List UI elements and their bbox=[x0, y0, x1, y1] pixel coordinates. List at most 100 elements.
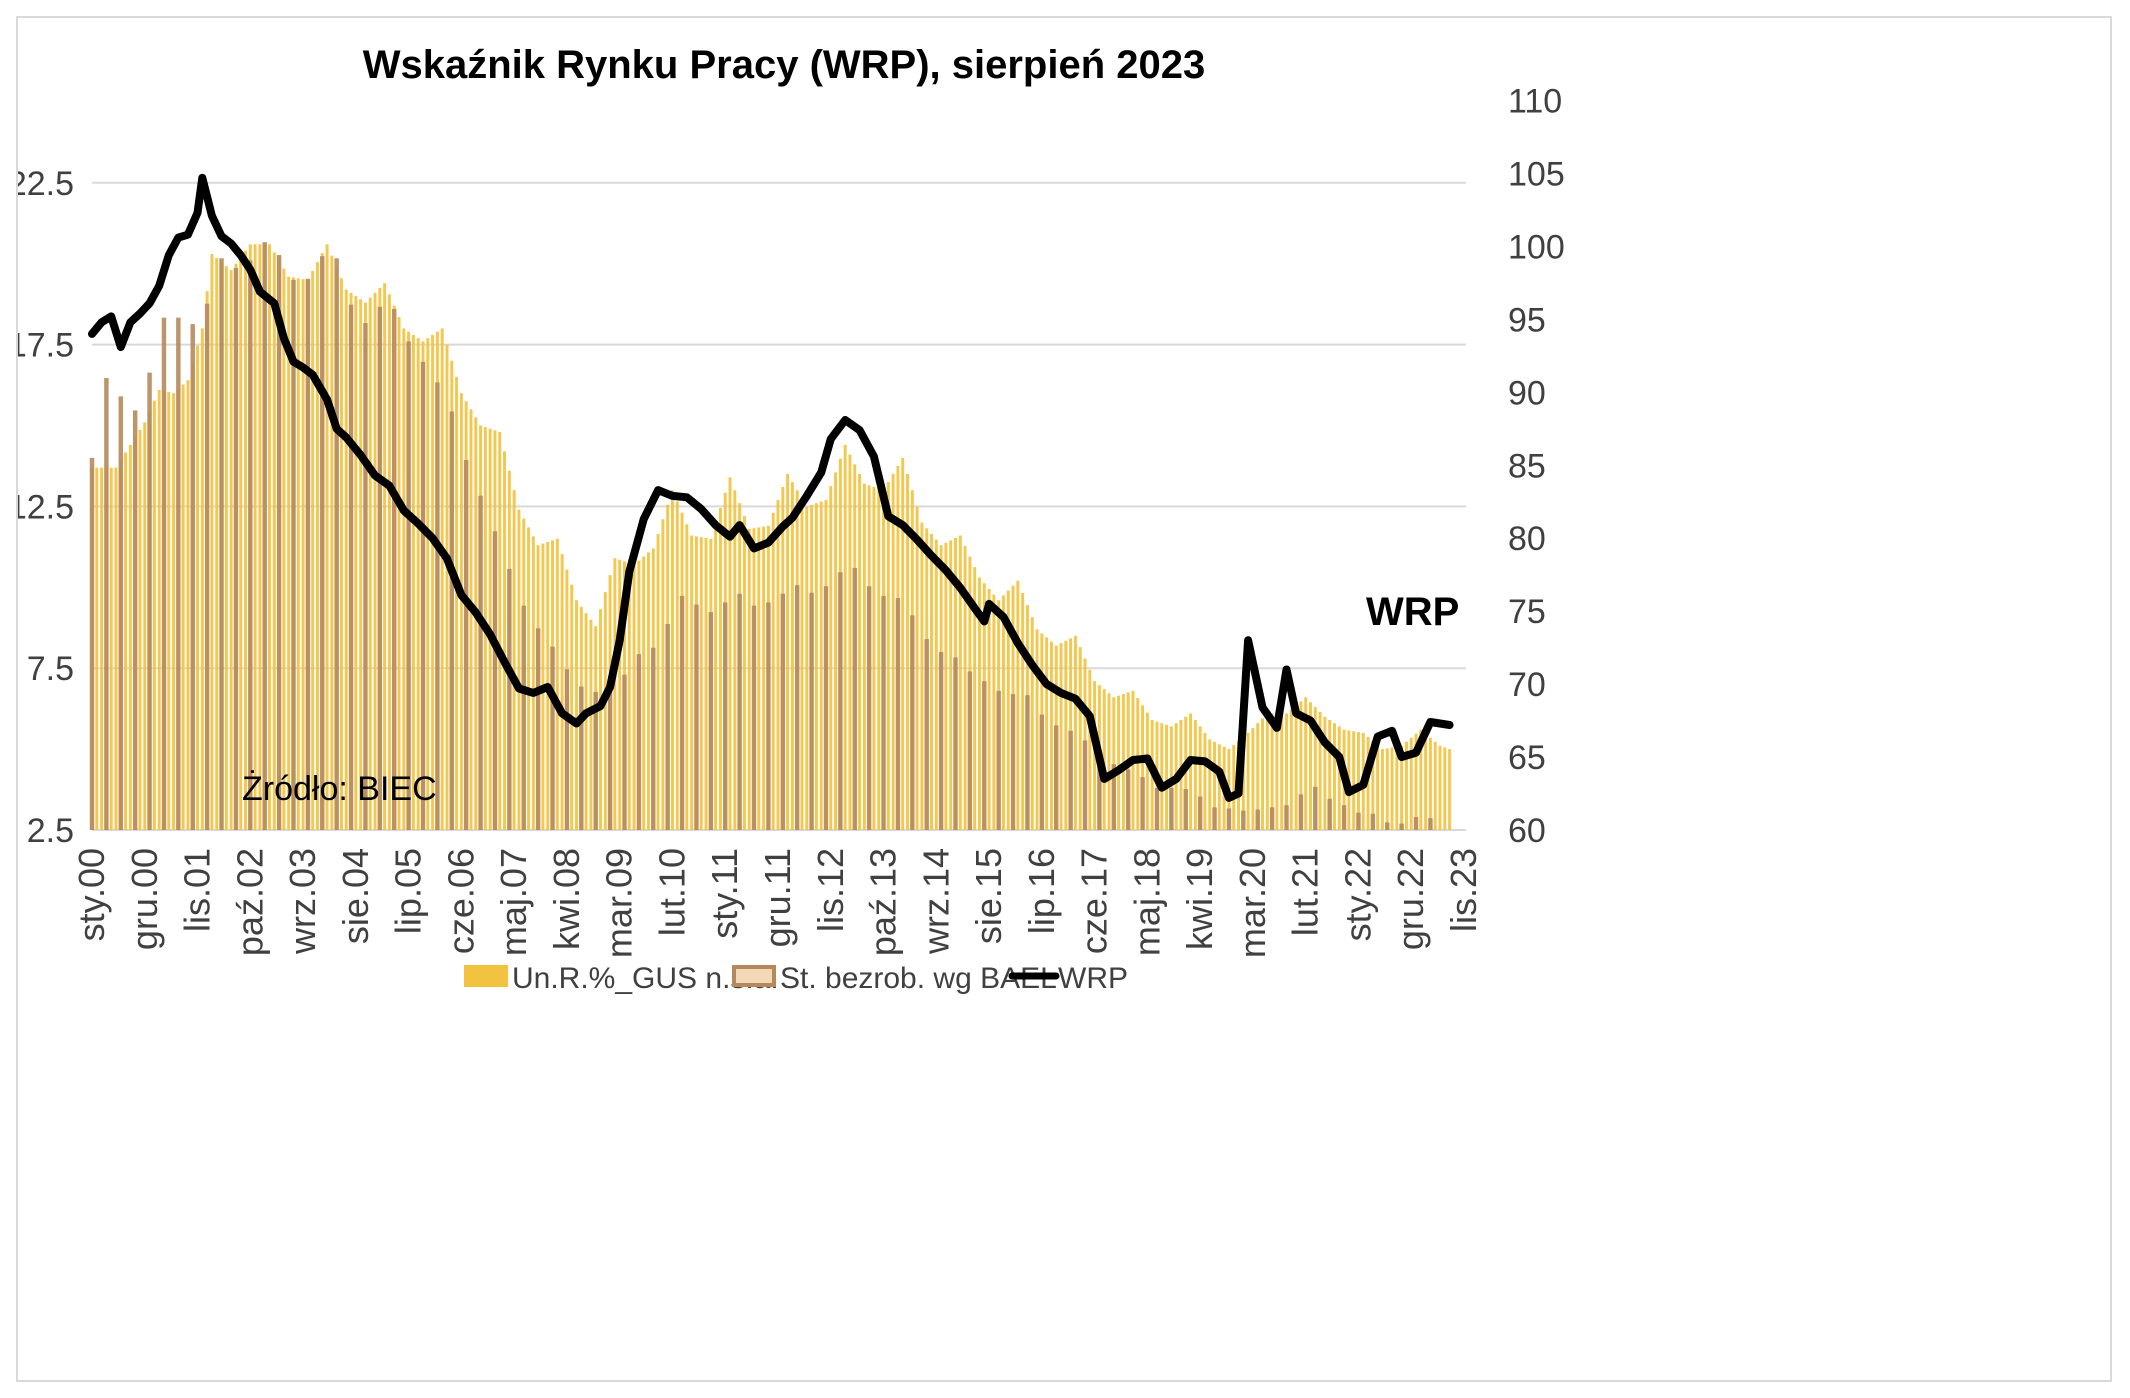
bar-bael bbox=[377, 306, 383, 830]
bar-gus bbox=[1073, 635, 1077, 830]
bar-gus bbox=[733, 490, 737, 830]
bar-gus bbox=[157, 389, 161, 830]
right-tick-label: 80 bbox=[1508, 520, 1546, 558]
bar-gus bbox=[1385, 748, 1389, 830]
right-tick-label: 60 bbox=[1508, 812, 1546, 850]
bar-gus bbox=[215, 258, 219, 830]
bar-gus bbox=[1045, 637, 1049, 830]
bar-bael bbox=[564, 669, 570, 830]
bar-gus bbox=[200, 328, 204, 830]
bar-gus bbox=[834, 472, 838, 830]
bar-gus bbox=[152, 400, 156, 830]
bar-gus bbox=[253, 244, 257, 830]
bar-gus bbox=[858, 474, 862, 830]
bar-gus bbox=[527, 527, 531, 830]
bar-bael bbox=[535, 628, 541, 830]
bar-gus bbox=[1217, 744, 1221, 830]
bar-bael bbox=[751, 605, 757, 830]
bar-bael bbox=[1140, 777, 1145, 830]
bar-bael bbox=[938, 652, 944, 830]
bar-gus bbox=[944, 542, 948, 830]
bar-gus bbox=[843, 444, 847, 830]
bar-gus bbox=[440, 328, 444, 830]
bar-bael bbox=[967, 671, 973, 830]
bar-gus bbox=[584, 613, 588, 830]
bar-bael bbox=[881, 595, 886, 830]
bar-gus bbox=[531, 536, 535, 830]
bar-gus bbox=[646, 552, 650, 830]
bar-gus bbox=[1251, 728, 1255, 830]
bar-gus bbox=[603, 592, 607, 830]
bar-gus bbox=[339, 278, 343, 831]
right-tick-label: 95 bbox=[1508, 301, 1546, 339]
bar-bael bbox=[276, 255, 282, 830]
bar-gus bbox=[1332, 723, 1336, 830]
bar-gus bbox=[1409, 737, 1413, 830]
bar-gus bbox=[181, 384, 185, 830]
bar-gus bbox=[786, 474, 790, 830]
x-tick-label: wrz.14 bbox=[915, 848, 956, 955]
bar-gus bbox=[790, 482, 794, 830]
bar-bael bbox=[852, 567, 857, 830]
x-tick-label: sie.04 bbox=[335, 848, 376, 944]
bar-gus bbox=[1261, 718, 1265, 830]
legend-label: WRP bbox=[1058, 962, 1128, 995]
bar-gus bbox=[877, 488, 881, 830]
chart-frame: Wskaźnik Rynku Pracy (WRP), sierpień 202… bbox=[16, 16, 2112, 1382]
bar-bael bbox=[823, 586, 829, 830]
bar-gus bbox=[1289, 709, 1293, 830]
bar-gus bbox=[344, 289, 348, 830]
bar-gus bbox=[1328, 719, 1332, 830]
bar-gus bbox=[1241, 736, 1245, 830]
x-tick-label: lip.05 bbox=[388, 848, 429, 934]
bar-bael bbox=[708, 612, 714, 830]
x-tick-label: paź.13 bbox=[863, 848, 904, 956]
bar-bael bbox=[1255, 809, 1260, 830]
bar-gus bbox=[1318, 711, 1322, 830]
bar-gus bbox=[1193, 719, 1197, 830]
bar-gus bbox=[920, 522, 924, 830]
bar-bael bbox=[463, 460, 469, 830]
bar-gus bbox=[426, 338, 430, 830]
bar-gus bbox=[560, 554, 564, 830]
bar-gus bbox=[1059, 643, 1063, 830]
bar-gus bbox=[258, 244, 262, 830]
bar-bael bbox=[1125, 769, 1131, 830]
bar-gus bbox=[167, 392, 171, 830]
bar-gus bbox=[373, 292, 377, 831]
bar-gus bbox=[930, 533, 933, 830]
bar-gus bbox=[977, 577, 981, 830]
bar-gus bbox=[915, 506, 919, 830]
bar-bael bbox=[305, 278, 311, 830]
bar-gus bbox=[296, 278, 300, 831]
bar-gus bbox=[1395, 746, 1399, 830]
bar-bael bbox=[391, 309, 397, 830]
bar-bael bbox=[622, 674, 627, 830]
bar-gus bbox=[1438, 745, 1442, 830]
bar-gus bbox=[589, 619, 593, 830]
bar-bael bbox=[1054, 725, 1059, 830]
bar-gus bbox=[599, 609, 602, 830]
bar-bael bbox=[118, 396, 124, 830]
x-tick-label: lut.10 bbox=[651, 848, 692, 936]
bar-gus bbox=[862, 483, 866, 830]
bar-bael bbox=[420, 361, 426, 830]
bar-gus bbox=[114, 467, 118, 830]
bar-bael bbox=[895, 598, 901, 830]
bar-gus bbox=[1443, 747, 1447, 830]
bar-gus bbox=[973, 567, 977, 830]
bar-bael bbox=[1341, 805, 1347, 830]
bar-gus bbox=[570, 584, 574, 830]
x-tick-label: sty.00 bbox=[71, 848, 112, 941]
bar-bael bbox=[262, 242, 267, 831]
bar-bael bbox=[1313, 786, 1318, 830]
bar-gus bbox=[1400, 745, 1404, 830]
bar-gus bbox=[1035, 629, 1039, 830]
left-tick-label: 17.5 bbox=[18, 327, 74, 365]
bar-gus bbox=[503, 451, 507, 830]
bar-bael bbox=[1111, 764, 1117, 830]
bar-gus bbox=[1337, 726, 1341, 830]
bar-gus bbox=[1390, 747, 1394, 830]
bar-gus bbox=[1424, 733, 1428, 830]
bar-bael bbox=[1183, 789, 1188, 830]
